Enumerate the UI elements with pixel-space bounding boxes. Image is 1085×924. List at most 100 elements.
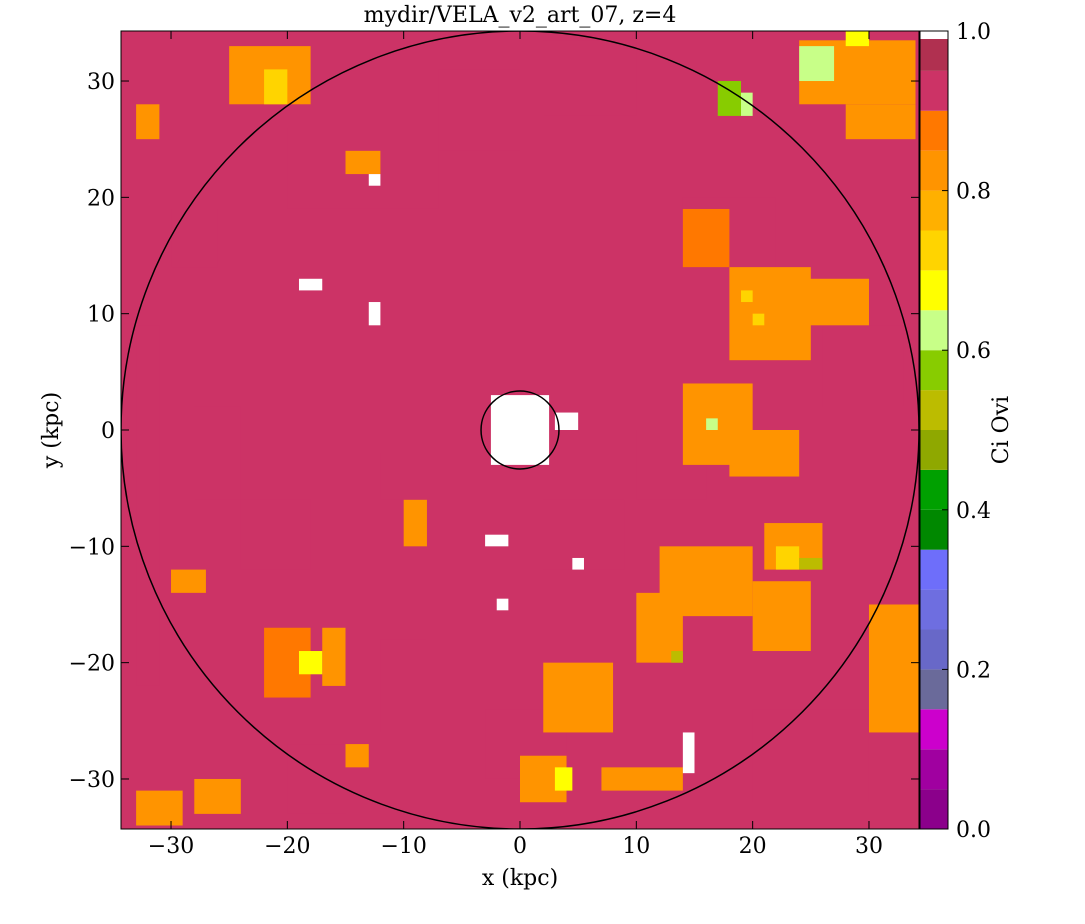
heatmap-cell-36 [194,778,241,814]
y-tick-label: 20 [87,186,115,211]
heatmap-cell-47 [554,767,573,791]
x-tick-label: −10 [380,834,426,859]
colorbar-tick-label: 0.2 [956,658,991,683]
heatmap-cell-27 [752,581,811,652]
colorbar-band-6 [920,549,948,590]
colorbar-band-20 [920,31,948,39]
colorbar-tick-label: 0.8 [956,180,991,205]
heatmap-cell-18 [345,150,381,175]
colorbar-band-19 [920,38,948,71]
colorbar-tick-label: 1.0 [956,20,991,45]
colorbar-band-13 [920,270,948,311]
heatmap-cell-31 [322,627,346,686]
y-tick-label: −10 [69,535,115,560]
heatmap-cell-41 [799,46,835,82]
colorbar-band-11 [920,350,948,391]
x-axis: −30 −20 −10 0 10 20 30 [148,31,883,859]
heatmap-cell-52 [741,290,753,303]
heatmap-cell-43 [741,92,753,116]
heatmap-cell-15 [380,453,427,500]
heatmap-cell-11 [752,709,869,803]
y-tick-label: −30 [69,768,115,793]
colorbar-band-9 [920,430,948,470]
colorbar-label: Ci Ovi [989,396,1014,464]
heatmap-cell-2 [438,69,520,151]
y-tick-label: −20 [69,652,115,677]
heatmap-cell-56 [298,278,323,291]
heatmap-cell-28 [868,604,919,733]
heatmap-cell-54 [682,732,695,774]
y-axis: −30 −20 −10 0 10 20 30 [69,70,919,793]
heatmap-cell-58 [368,174,381,186]
heatmap-cell-9 [543,499,625,570]
colorbar-band-0 [920,789,948,829]
heatmap-cell-42 [717,81,742,116]
heatmap-cell-12 [822,325,904,407]
plot-area [121,31,919,829]
heatmap-cell-17 [136,104,160,140]
y-tick-label: 30 [87,70,115,95]
heatmap-cell-20 [729,267,811,361]
x-tick-label: −20 [264,834,310,859]
colorbar-band-5 [920,589,948,630]
heatmap-cell-35 [601,767,683,791]
x-axis-label: x (kpc) [482,866,558,891]
heatmap-regions [136,31,919,826]
x-tick-label: −30 [148,834,194,859]
colorbar-band-7 [920,509,948,550]
y-tick-label: 10 [87,303,115,328]
radius-circles [121,31,919,829]
colorbar-band-16 [920,150,948,191]
heatmap-cell-61 [554,412,579,430]
heatmap-cell-60 [572,557,584,570]
colorbar-band-14 [920,230,948,271]
heatmap-cell-4 [194,406,241,500]
colorbar-band-10 [920,390,948,430]
heatmap-cell-5 [240,499,311,570]
colorbar-ticks: 0.0 0.2 0.4 0.6 0.8 1.0 [942,20,991,843]
colorbar-band-18 [920,70,948,111]
heatmap-cell-38 [845,104,916,140]
heatmap-cell-3 [543,40,637,116]
heatmap-cell-50 [799,557,823,570]
x-tick-label: 30 [855,834,883,859]
heatmap-cell-62 [496,598,509,611]
colorbar-frame [919,30,949,830]
heatmap-cell-23 [729,430,800,477]
heatmap-cell-55 [490,395,550,465]
heatmap-cell-45 [264,69,288,105]
colorbar-band-15 [920,190,948,231]
heatmap-cell-29 [543,662,614,733]
heatmap-cell-33 [171,569,206,593]
colorbar-tick-label: 0.0 [956,818,991,843]
colorbar-band-12 [920,310,948,351]
heatmap-cell-6 [380,639,427,733]
x-tick-label: 10 [622,834,650,859]
heatmap-cell-7 [287,744,346,814]
heatmap-cell-59 [485,534,509,547]
colorbar [920,31,948,829]
colorbar-band-2 [920,709,948,750]
heatmap-cell-48 [775,546,800,570]
x-tick-label: 0 [513,834,527,859]
heatmap-cell-32 [403,499,427,547]
colorbar-tick-label: 0.6 [956,339,991,364]
heatmap-cell-0 [136,325,160,686]
x-tick-label: 20 [739,834,767,859]
inner-radius-circle [480,390,560,470]
colorbar-band-8 [920,469,948,510]
y-tick-label: 0 [101,419,115,444]
colorbar-band-1 [920,749,948,790]
chart-title: mydir/VELA_v2_art_07, z=4 [364,3,677,28]
heatmap-cell-14 [171,208,218,268]
heatmap-cell-39 [136,790,183,826]
colorbar-band-3 [920,669,948,710]
heatmap-cell-44 [845,31,869,47]
heatmap-cell-40 [345,744,369,768]
heatmap-cell-57 [368,302,381,326]
heatmap-cell-46 [298,651,323,675]
colorbar-tick-label: 0.4 [956,499,991,524]
heatmap-cell-53 [752,313,765,326]
